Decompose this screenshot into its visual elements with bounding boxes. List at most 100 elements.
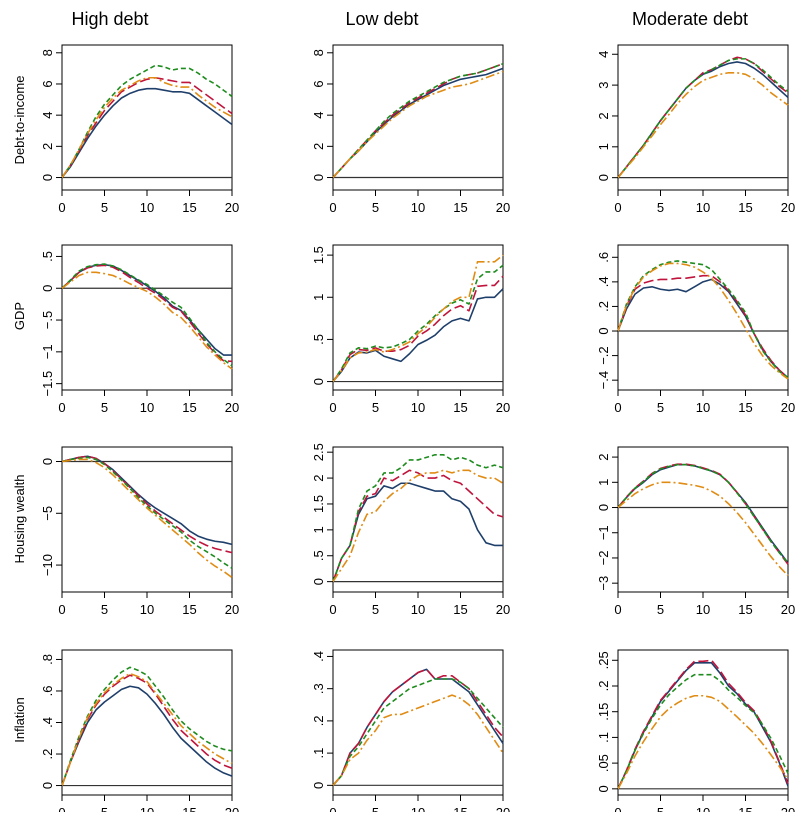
- y-tick-label: 2.5: [311, 443, 326, 461]
- column-title-high-debt: High debt: [71, 9, 148, 29]
- y-tick-label: 1: [596, 143, 611, 150]
- x-tick-label: 0: [329, 200, 336, 215]
- x-tick-label: 15: [453, 200, 467, 215]
- series-line-4: [617, 694, 789, 790]
- y-tick-label: .4: [311, 651, 326, 662]
- panel-r3-c0: 0 5 10 15 20 0 .2 .4 .6 .8: [40, 649, 239, 817]
- series-line-4: [617, 71, 789, 179]
- y-tick-label: .4: [596, 276, 611, 287]
- series-line-3: [617, 260, 789, 379]
- plot-frame: [617, 244, 789, 391]
- y-tick-label: 0: [40, 174, 55, 181]
- y-tick-label: −.5: [40, 311, 55, 329]
- y-tick-label: .25: [596, 651, 611, 669]
- x-tick-label: 5: [372, 805, 379, 812]
- plot-frame: [332, 44, 504, 191]
- x-tick-label: 5: [101, 602, 108, 617]
- y-tick-label: 1.5: [311, 495, 326, 513]
- x-tick-label: 20: [496, 602, 510, 617]
- series-line-2: [61, 674, 233, 786]
- x-tick-label: 0: [329, 805, 336, 812]
- y-tick-label: 0: [596, 174, 611, 181]
- plot-frame: [61, 44, 233, 191]
- y-tick-label: −.4: [596, 371, 611, 389]
- x-tick-label: 0: [329, 602, 336, 617]
- y-tick-label: −5: [40, 506, 55, 521]
- x-tick-label: 5: [657, 602, 664, 617]
- y-tick-label: −2: [596, 551, 611, 566]
- series-line-1: [617, 278, 789, 379]
- x-tick-label: 0: [58, 200, 65, 215]
- series-line-2: [61, 455, 233, 554]
- series-line-1: [332, 668, 504, 786]
- series-line-4: [61, 271, 233, 370]
- series-line-3: [61, 456, 233, 569]
- y-tick-label: 3: [596, 81, 611, 88]
- y-tick-label: 4: [311, 112, 326, 119]
- y-tick-label: .2: [311, 715, 326, 726]
- series-line-3: [332, 264, 504, 383]
- series-line-3: [332, 453, 504, 582]
- column-title-moderate-debt: Moderate debt: [632, 9, 748, 29]
- x-tick-label: 5: [372, 400, 379, 415]
- y-tick-label: 0: [311, 174, 326, 181]
- series-line-1: [61, 87, 233, 179]
- series-line-1: [61, 263, 232, 356]
- y-tick-label: 6: [40, 80, 55, 87]
- x-tick-label: 15: [453, 805, 467, 812]
- x-tick-label: 20: [225, 602, 239, 617]
- x-tick-label: 10: [140, 602, 154, 617]
- series-line-2: [61, 76, 233, 178]
- plot-frame: [332, 446, 504, 593]
- x-tick-label: 15: [182, 602, 196, 617]
- x-tick-label: 15: [738, 200, 752, 215]
- series-line-1: [617, 662, 789, 790]
- x-tick-label: 5: [101, 400, 108, 415]
- row-label-inflation: Inflation: [12, 697, 27, 743]
- plot-frame: [332, 244, 504, 391]
- y-tick-label: .15: [596, 703, 611, 721]
- x-tick-label: 10: [411, 200, 425, 215]
- series-line-2: [617, 56, 789, 179]
- y-tick-label: .5: [311, 550, 326, 561]
- series-line-2: [617, 659, 789, 790]
- series-line-3: [61, 666, 233, 786]
- y-tick-label: 0: [596, 504, 611, 511]
- panel-r3-c2: 0 5 10 15 20 0 .05 .1 .15 .2 .25: [596, 649, 795, 817]
- x-tick-label: 5: [101, 200, 108, 215]
- x-tick-label: 10: [140, 805, 154, 812]
- y-tick-label: 1: [311, 526, 326, 533]
- x-tick-label: 10: [140, 200, 154, 215]
- y-tick-label: −10: [40, 554, 55, 576]
- y-tick-label: 0: [311, 782, 326, 789]
- series-line-4: [332, 694, 504, 786]
- x-tick-label: 0: [58, 805, 65, 812]
- panel-r0-c2: 0 5 10 15 20 0 1 2 3 4: [596, 44, 795, 215]
- x-tick-label: 15: [182, 400, 196, 415]
- panel-r0-c0: 0 5 10 15 20 0 2 4 6 8: [40, 44, 239, 215]
- y-tick-label: 2: [311, 474, 326, 481]
- y-tick-label: .5: [311, 334, 326, 345]
- y-tick-label: −1: [596, 525, 611, 540]
- series-line-2: [617, 463, 789, 565]
- y-tick-label: 0: [596, 785, 611, 792]
- x-tick-label: 5: [657, 400, 664, 415]
- x-tick-label: 0: [614, 400, 621, 415]
- y-tick-label: .2: [40, 749, 55, 760]
- series-line-1: [617, 463, 789, 564]
- x-tick-label: 0: [614, 200, 621, 215]
- y-tick-label: 0: [596, 327, 611, 334]
- series-line-2: [332, 275, 504, 383]
- x-tick-label: 20: [781, 400, 795, 415]
- x-tick-label: 5: [372, 200, 379, 215]
- y-tick-label: 1.5: [311, 246, 326, 264]
- series-line-4: [61, 458, 233, 579]
- series-line-4: [617, 481, 789, 577]
- y-tick-label: .3: [311, 683, 326, 694]
- y-tick-label: .05: [596, 754, 611, 772]
- y-tick-label: 0: [311, 578, 326, 585]
